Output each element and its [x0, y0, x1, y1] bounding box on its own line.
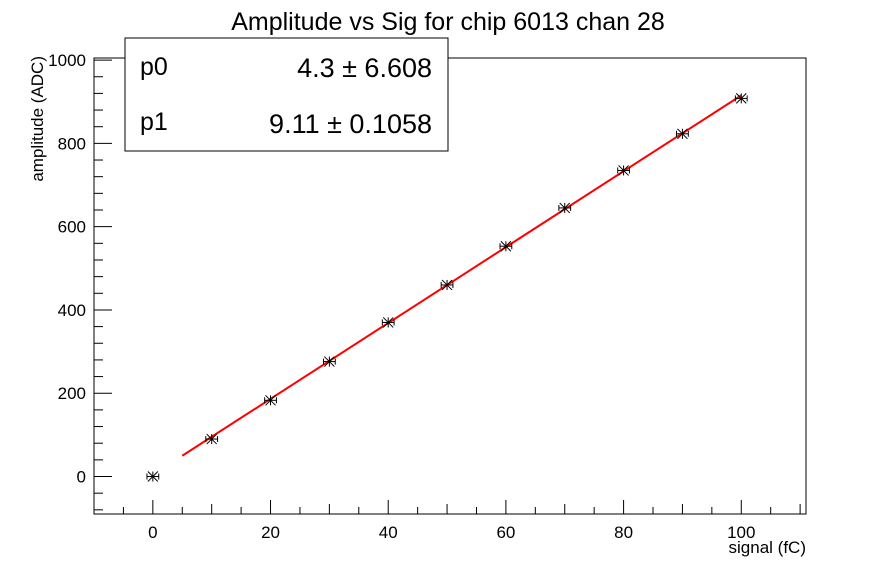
stats-box: p0 4.3 ± 6.608 p1 9.11 ± 0.1058: [124, 37, 449, 152]
data-point: [499, 240, 513, 252]
x-tick-label: 60: [496, 523, 515, 542]
x-tick-label: 20: [261, 523, 280, 542]
data-point: [617, 165, 630, 176]
chart-title: Amplitude vs Sig for chip 6013 chan 28: [231, 8, 665, 36]
y-tick-label: 800: [58, 134, 86, 153]
data-point: [205, 433, 219, 445]
x-axis-label: signal (fC): [729, 538, 806, 557]
data-point: [381, 317, 395, 328]
y-tick-label: 200: [58, 384, 86, 403]
data-point: [264, 394, 277, 406]
y-tick-label: 400: [58, 301, 86, 320]
data-point: [558, 202, 572, 214]
y-tick-label: 0: [77, 468, 86, 487]
x-tick-label: 100: [727, 523, 755, 542]
data-point: [676, 128, 689, 140]
data-point: [734, 93, 748, 104]
y-tick-label: 600: [58, 218, 86, 237]
stats-box-frame: [124, 37, 449, 152]
stats-param-name-p0: p0: [140, 53, 168, 81]
stats-param-value-p0: 4.3 ± 6.608: [297, 53, 432, 83]
data-point: [146, 471, 160, 482]
data-point: [322, 356, 336, 367]
data-point: [440, 279, 454, 291]
x-tick-label: 40: [379, 523, 398, 542]
x-tick-label: 80: [614, 523, 633, 542]
y-axis-label: amplitude (ADC): [28, 56, 47, 182]
stats-param-name-p1: p1: [140, 108, 168, 136]
y-tick-label: 1000: [48, 51, 86, 70]
stats-param-value-p1: 9.11 ± 0.1058: [269, 109, 432, 139]
plot-frame: [93, 57, 807, 515]
x-tick-label: 0: [148, 523, 157, 542]
